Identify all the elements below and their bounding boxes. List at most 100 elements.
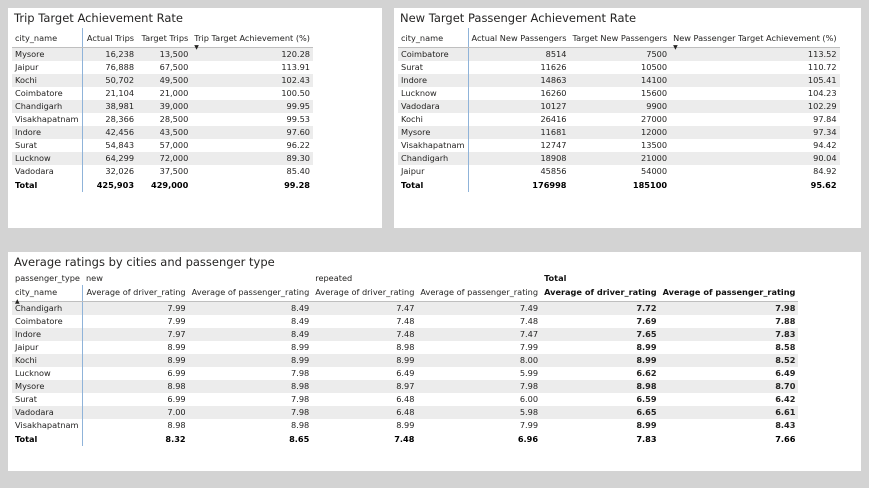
value-cell: 7.48 — [312, 328, 418, 341]
value-cell: 28,500 — [159, 114, 189, 124]
table-row[interactable]: Chandigarh 18908 21000 90.04 — [398, 152, 840, 165]
value-cell: 7.99 — [82, 301, 189, 315]
group-header-new[interactable]: new — [85, 273, 103, 283]
value-cell: 38,981 — [82, 100, 138, 113]
value-cell: 6.00 — [519, 394, 539, 404]
table-row[interactable]: Jaipur 8.99 8.99 8.98 7.99 8.99 8.58 — [12, 341, 798, 354]
ratings-matrix-visual[interactable]: Average ratings by cities and passenger … — [8, 252, 861, 471]
col-header-repeated-passenger-rating[interactable]: Average of passenger_rating — [417, 285, 542, 302]
value-cell: 8.99 — [291, 342, 310, 352]
value-cell: 8.99 — [396, 420, 415, 430]
table-row[interactable]: Surat 54,843 57,000 96.22 — [12, 139, 313, 152]
col-header-total-passenger-rating[interactable]: Average of passenger_rating — [659, 285, 799, 302]
table-row[interactable]: Coimbatore 7.99 8.49 7.48 7.48 7.69 7.88 — [12, 315, 798, 328]
col-header-total-driver-rating[interactable]: Average of driver_rating — [541, 285, 660, 302]
table-row[interactable]: Vadodara 7.00 7.98 6.48 5.98 6.65 6.61 — [12, 406, 799, 419]
table-row[interactable]: Lucknow 16260 15600 104.23 — [398, 87, 840, 100]
value-cell: 6.59 — [636, 394, 657, 404]
col-header-passenger-achievement[interactable]: New Passenger Target Achievement (%) ▼ — [670, 28, 840, 51]
col-header-city[interactable]: city_name — [398, 28, 469, 48]
table-row[interactable]: Vadodara 32,026 37,500 85.40 — [12, 165, 313, 178]
value-cell: 64,299 — [82, 152, 138, 165]
table-row[interactable]: Mysore 11681 12000 97.34 — [398, 126, 840, 139]
table-row[interactable]: Indore 42,456 43,500 97.60 — [12, 126, 313, 139]
value-cell: 42,456 — [82, 126, 138, 139]
table-row[interactable]: Surat 11626 10500 110.72 — [398, 61, 840, 74]
col-header-target-trips[interactable]: Target Trips — [137, 28, 192, 48]
col-header-city[interactable]: city_name — [12, 28, 83, 48]
value-cell: 120.28 — [191, 47, 313, 61]
col-header-actual-new-passengers[interactable]: Actual New Passengers — [468, 28, 570, 48]
city-cell: Lucknow — [12, 152, 83, 165]
table-row[interactable]: Jaipur 76,888 67,500 113.91 — [12, 61, 313, 74]
trip-target-visual[interactable]: Trip Target Achievement Rate city_name A… — [8, 8, 382, 228]
value-cell: 49,500 — [137, 74, 192, 87]
col-header-repeated-driver-rating[interactable]: Average of driver_rating — [312, 285, 418, 302]
table-row[interactable]: Surat 6.99 7.98 6.48 6.00 6.59 6.42 — [12, 393, 798, 406]
value-cell: 7.83 — [659, 328, 799, 341]
table-row[interactable]: Visakhapatnam 12747 13500 94.42 — [398, 139, 840, 152]
col-header-target-new-passengers[interactable]: Target New Passengers — [569, 28, 671, 48]
table-row[interactable]: Lucknow 64,299 72,000 89.30 — [12, 152, 313, 165]
value-cell: 110.72 — [807, 62, 837, 72]
row-header-city[interactable]: city_name ▲ — [12, 285, 84, 305]
table-row[interactable]: Lucknow 6.99 7.98 6.49 5.99 6.62 6.49 — [12, 367, 798, 380]
value-cell: 7.98 — [291, 394, 310, 404]
value-cell: 21000 — [569, 152, 671, 165]
table-row[interactable]: Indore 14863 14100 105.41 — [398, 74, 840, 87]
value-cell: 7.98 — [291, 368, 310, 378]
table-row[interactable]: Kochi 50,702 49,500 102.43 — [12, 74, 313, 87]
table-row[interactable]: Kochi 8.99 8.99 8.99 8.00 8.99 8.52 — [12, 354, 799, 367]
value-cell: 14100 — [569, 74, 671, 87]
city-cell: Coimbatore — [12, 315, 84, 328]
city-cell: Lucknow — [12, 367, 84, 380]
table-total-row: Total 176998 185100 95.62 — [398, 178, 840, 192]
table-row[interactable]: Kochi 26416 27000 97.84 — [398, 113, 840, 126]
table-row[interactable]: Visakhapatnam 28,366 28,500 99.53 — [12, 113, 313, 126]
ratings-visual-title: Average ratings by cities and passenger … — [14, 255, 275, 269]
value-cell: 7.99 — [519, 420, 539, 430]
value-cell: 8.98 — [188, 380, 313, 393]
city-cell: Indore — [12, 126, 83, 139]
value-cell: 7.72 — [541, 301, 660, 315]
value-cell: 54,843 — [105, 140, 135, 150]
group-header-total[interactable]: Total — [544, 273, 567, 283]
value-cell: 6.48 — [312, 406, 418, 419]
table-row[interactable]: Coimbatore 21,104 21,000 100.50 — [12, 87, 313, 100]
passenger-target-table: city_name Actual New Passengers Target N… — [398, 28, 840, 192]
table-row[interactable]: Chandigarh 38,981 39,000 99.95 — [12, 100, 313, 113]
sort-asc-icon[interactable]: ▲ — [15, 298, 20, 305]
value-cell: 100.50 — [281, 88, 310, 98]
value-cell: 7.98 — [417, 380, 542, 393]
value-cell: 7.99 — [519, 342, 539, 352]
value-cell: 94.42 — [813, 140, 837, 150]
value-cell: 10500 — [641, 62, 668, 72]
value-cell: 10127 — [468, 100, 570, 113]
passenger-visual-title: New Target Passenger Achievement Rate — [400, 11, 637, 25]
col-header-actual-trips[interactable]: Actual Trips — [82, 28, 138, 48]
table-row[interactable]: Visakhapatnam 8.98 8.98 8.99 7.99 8.99 8.43 — [12, 419, 798, 432]
value-cell: 8.97 — [312, 380, 418, 393]
value-cell: 6.62 — [636, 368, 657, 378]
table-row[interactable]: Chandigarh 7.99 8.49 7.47 7.49 7.72 7.98 — [12, 301, 799, 315]
table-row[interactable]: Indore 7.97 8.49 7.48 7.47 7.65 7.83 — [12, 328, 799, 341]
value-cell: 50,702 — [82, 74, 138, 87]
sort-desc-icon[interactable]: ▼ — [673, 44, 678, 51]
value-cell: 8.98 — [82, 380, 189, 393]
sort-desc-icon[interactable]: ▼ — [194, 44, 199, 51]
value-cell: 43,500 — [137, 126, 192, 139]
value-cell: 8.00 — [417, 354, 542, 367]
total-target-new-passengers: 185100 — [632, 179, 668, 190]
col-header-trip-achievement[interactable]: Trip Target Achievement (%) ▼ — [191, 28, 313, 51]
col-header-trip-achievement-label: Trip Target Achievement (%) — [194, 33, 310, 43]
table-row[interactable]: Coimbatore 8514 7500 113.52 — [398, 47, 840, 61]
city-cell: Surat — [12, 393, 84, 406]
group-header-repeated[interactable]: repeated — [315, 273, 353, 283]
passenger-target-visual[interactable]: New Target Passenger Achievement Rate ci… — [394, 8, 861, 228]
table-row[interactable]: Vadodara 10127 9900 102.29 — [398, 100, 840, 113]
col-header-new-driver-rating[interactable]: Average of driver_rating — [82, 285, 189, 302]
table-row[interactable]: Mysore 16,238 13,500 120.28 — [12, 47, 313, 61]
col-header-new-passenger-rating[interactable]: Average of passenger_rating — [188, 285, 313, 302]
table-row[interactable]: Jaipur 45856 54000 84.92 — [398, 165, 840, 178]
table-row[interactable]: Mysore 8.98 8.98 8.97 7.98 8.98 8.70 — [12, 380, 799, 393]
